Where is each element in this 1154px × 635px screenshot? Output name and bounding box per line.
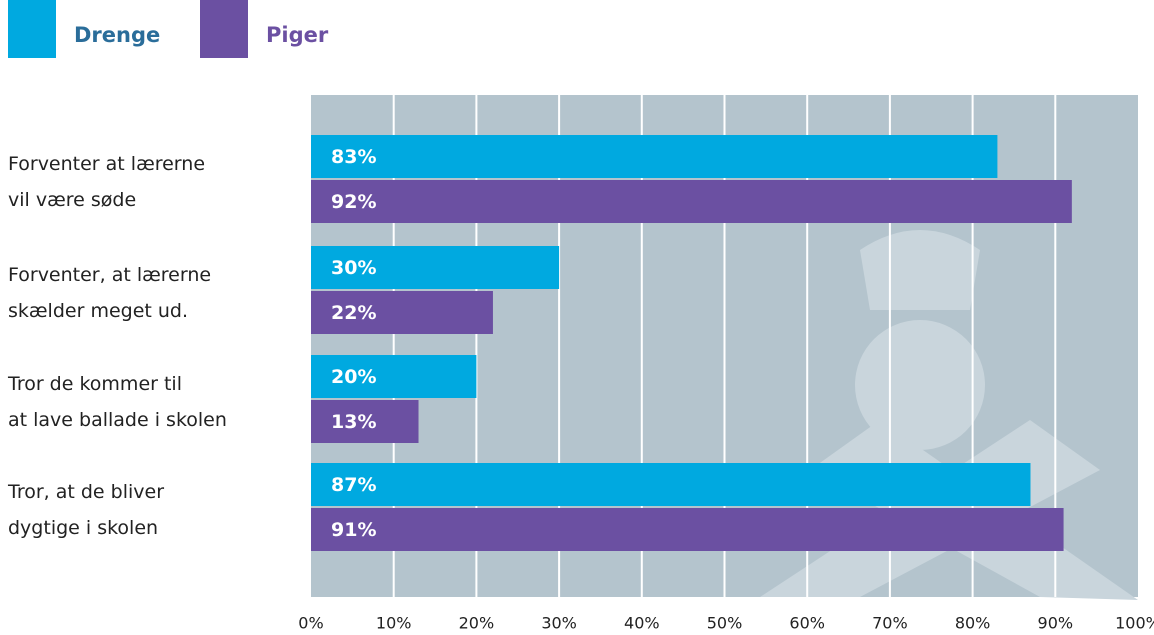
category-label-line: Tror, at de bliver bbox=[7, 481, 164, 503]
legend-label: Piger bbox=[266, 23, 329, 47]
bar bbox=[311, 180, 1072, 223]
category-label: Tror, at de bliver dygtige i skolen bbox=[7, 481, 164, 539]
value-label: 22% bbox=[331, 302, 376, 324]
category-label-line: Tror de kommer til bbox=[7, 373, 182, 395]
x-tick-label: 100% bbox=[1115, 614, 1154, 633]
x-tick-label: 40% bbox=[624, 614, 660, 633]
legend-label: Drenge bbox=[74, 23, 160, 47]
x-tick-label: 80% bbox=[955, 614, 991, 633]
category-label-line: Forventer, at lærerne bbox=[8, 264, 211, 286]
x-tick-label: 20% bbox=[459, 614, 495, 633]
legend-swatch bbox=[8, 0, 56, 58]
value-label: 30% bbox=[331, 257, 376, 279]
bar bbox=[311, 463, 1030, 506]
category-label: Tror de kommer til at lave ballade i skol… bbox=[7, 373, 227, 431]
value-label: 20% bbox=[331, 366, 376, 388]
chart: 0% 10% 20% 30% 40% 50% 60% 70% 80% 90% 100% Drenge P… bbox=[0, 0, 1154, 635]
x-tick-label: 70% bbox=[872, 614, 908, 633]
category-label-line: dygtige i skolen bbox=[8, 517, 158, 539]
x-tick-label: 50% bbox=[707, 614, 743, 633]
category-label-line: vil være søde bbox=[8, 189, 136, 211]
value-label: 13% bbox=[331, 411, 376, 433]
bar bbox=[311, 508, 1064, 551]
x-tick-label: 90% bbox=[1038, 614, 1074, 633]
category-label-line: Forventer at lærerne bbox=[8, 153, 205, 175]
value-label: 91% bbox=[331, 519, 376, 541]
category-label: Forventer, at lærerne skælder meget ud. bbox=[8, 264, 211, 322]
category-label-line: skælder meget ud. bbox=[8, 300, 188, 322]
x-tick-label: 30% bbox=[541, 614, 577, 633]
value-label: 83% bbox=[331, 146, 376, 168]
category-label-line: at lave ballade i skolen bbox=[8, 409, 227, 431]
value-label: 87% bbox=[331, 474, 376, 496]
category-label: Forventer at lærerne vil være søde bbox=[8, 153, 205, 211]
legend-swatch bbox=[200, 0, 248, 58]
x-tick-label: 10% bbox=[376, 614, 412, 633]
x-tick-label: 60% bbox=[789, 614, 825, 633]
value-label: 92% bbox=[331, 191, 376, 213]
bar bbox=[311, 135, 997, 178]
x-tick-label: 0% bbox=[298, 614, 323, 633]
